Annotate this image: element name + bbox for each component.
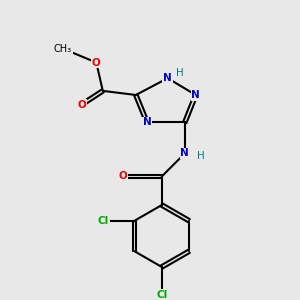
Text: Cl: Cl: [98, 216, 109, 226]
Text: N: N: [180, 148, 189, 158]
Text: O: O: [118, 171, 127, 182]
Text: H: H: [197, 151, 205, 161]
Text: N: N: [143, 117, 152, 128]
Text: H: H: [176, 68, 183, 78]
Text: Cl: Cl: [156, 290, 167, 300]
Text: N: N: [191, 90, 200, 100]
Text: N: N: [163, 73, 172, 83]
Text: CH₃: CH₃: [54, 44, 72, 54]
Text: O: O: [92, 58, 101, 68]
Text: O: O: [77, 100, 86, 110]
